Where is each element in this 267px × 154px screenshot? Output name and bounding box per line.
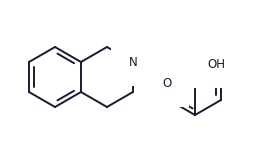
Text: O: O (162, 77, 172, 89)
Text: OH: OH (207, 57, 225, 71)
Text: N: N (129, 55, 137, 69)
Text: N: N (191, 49, 199, 61)
